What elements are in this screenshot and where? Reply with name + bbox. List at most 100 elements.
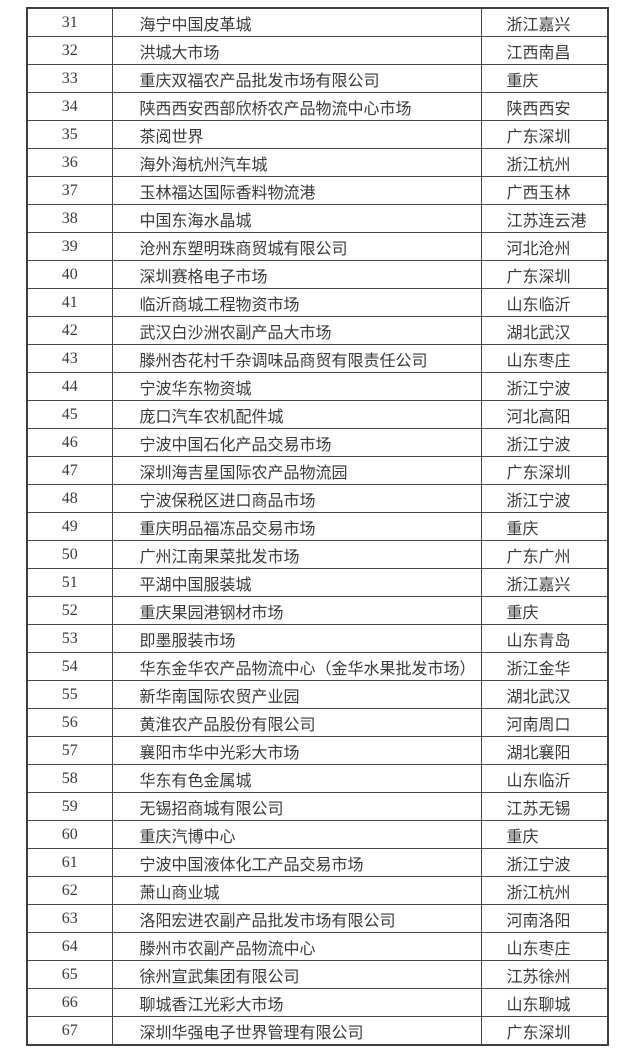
name-cell: 滕州杏花村千杂调味品商贸有限责任公司 [111,344,482,373]
table-row: 66 聊城香江光彩大市场 山东聊城 [26,988,609,1017]
location-cell: 山东聊城 [480,988,609,1017]
rank-cell: 38 [26,204,113,233]
rank-cell: 57 [26,736,113,765]
rank-cell: 59 [26,792,113,821]
rank-cell: 48 [26,484,113,513]
location-cell: 江苏徐州 [480,960,609,989]
location-cell: 湖北武汉 [480,316,609,345]
name-cell: 重庆果园港钢材市场 [111,596,482,625]
name-cell: 即墨服装市场 [111,624,482,653]
rank-cell: 56 [26,708,113,737]
table-row: 63 洛阳宏进农副产品批发市场有限公司 河南洛阳 [26,904,609,933]
table-row: 43 滕州杏花村千杂调味品商贸有限责任公司 山东枣庄 [26,344,609,373]
name-cell: 宁波中国液体化工产品交易市场 [111,848,482,877]
location-cell: 重庆 [480,596,609,625]
table-row: 41 临沂商城工程物资市场 山东临沂 [26,288,609,317]
name-cell: 黄淮农产品股份有限公司 [111,708,482,737]
location-cell: 山东枣庄 [480,932,609,961]
name-cell: 临沂商城工程物资市场 [111,288,482,317]
name-cell: 海宁中国皮革城 [111,7,482,37]
table-row: 59 无锡招商城有限公司 江苏无锡 [26,792,609,821]
location-cell: 浙江杭州 [480,148,609,177]
rank-cell: 55 [26,680,113,709]
rank-cell: 45 [26,400,113,429]
name-cell: 聊城香江光彩大市场 [111,988,482,1017]
table-row: 38 中国东海水晶城 江苏连云港 [26,204,609,233]
location-cell: 浙江宁波 [480,428,609,457]
table-row: 36 海外海杭州汽车城 浙江杭州 [26,148,609,177]
name-cell: 滕州市农副产品物流中心 [111,932,482,961]
name-cell: 襄阳市华中光彩大市场 [111,736,482,765]
table-row: 45 庞口汽车农机配件城 河北高阳 [26,400,609,429]
location-cell: 河北高阳 [480,400,609,429]
table-row: 64 滕州市农副产品物流中心 山东枣庄 [26,932,609,961]
rank-cell: 50 [26,540,113,569]
name-cell: 深圳华强电子世界管理有限公司 [111,1016,482,1046]
rank-cell: 64 [26,932,113,961]
rank-cell: 65 [26,960,113,989]
name-cell: 洛阳宏进农副产品批发市场有限公司 [111,904,482,933]
name-cell: 宁波中国石化产品交易市场 [111,428,482,457]
name-cell: 重庆双福农产品批发市场有限公司 [111,64,482,93]
table-row: 42 武汉白沙洲农副产品大市场 湖北武汉 [26,316,609,345]
rank-cell: 47 [26,456,113,485]
rank-cell: 54 [26,652,113,681]
table-row: 47 深圳海吉星国际农产品物流园 广东深圳 [26,456,609,485]
rank-cell: 58 [26,764,113,793]
rank-cell: 53 [26,624,113,653]
location-cell: 浙江杭州 [480,876,609,905]
name-cell: 中国东海水晶城 [111,204,482,233]
location-cell: 浙江嘉兴 [480,7,609,37]
name-cell: 华东有色金属城 [111,764,482,793]
location-cell: 浙江宁波 [480,484,609,513]
table-row: 50 广州江南果菜批发市场 广东广州 [26,540,609,569]
name-cell: 华东金华农产品物流中心（金华水果批发市场） [111,652,482,681]
name-cell: 无锡招商城有限公司 [111,792,482,821]
name-cell: 萧山商业城 [111,876,482,905]
table-row: 56 黄淮农产品股份有限公司 河南周口 [26,708,609,737]
location-cell: 山东枣庄 [480,344,609,373]
table-row: 35 茶阅世界 广东深圳 [26,120,609,149]
rank-cell: 63 [26,904,113,933]
market-ranking-table: 31 海宁中国皮革城 浙江嘉兴 32 洪城大市场 江西南昌 33 重庆双福农产品批发市场有限公… [26,7,609,1046]
rank-cell: 31 [26,7,113,37]
name-cell: 徐州宣武集团有限公司 [111,960,482,989]
location-cell: 广东广州 [480,540,609,569]
name-cell: 茶阅世界 [111,120,482,149]
table-row: 60 重庆汽博中心 重庆 [26,820,609,849]
rank-cell: 43 [26,344,113,373]
rank-cell: 39 [26,232,113,261]
table-row: 53 即墨服装市场 山东青岛 [26,624,609,653]
table-row: 33 重庆双福农产品批发市场有限公司 重庆 [26,64,609,93]
rank-cell: 60 [26,820,113,849]
name-cell: 宁波华东物资城 [111,372,482,401]
table-row: 31 海宁中国皮革城 浙江嘉兴 [26,7,609,37]
table-row: 37 玉林福达国际香料物流港 广西玉林 [26,176,609,205]
rank-cell: 40 [26,260,113,289]
table-row: 40 深圳赛格电子市场 广东深圳 [26,260,609,289]
rank-cell: 49 [26,512,113,541]
location-cell: 广东深圳 [480,456,609,485]
table-row: 67 深圳华强电子世界管理有限公司 广东深圳 [26,1016,609,1046]
name-cell: 海外海杭州汽车城 [111,148,482,177]
table-row: 34 陕西西安西部欣桥农产品物流中心市场 陕西西安 [26,92,609,121]
location-cell: 重庆 [480,512,609,541]
name-cell: 洪城大市场 [111,36,482,65]
table-row: 58 华东有色金属城 山东临沂 [26,764,609,793]
name-cell: 武汉白沙洲农副产品大市场 [111,316,482,345]
location-cell: 山东临沂 [480,764,609,793]
location-cell: 广西玉林 [480,176,609,205]
name-cell: 新华南国际农贸产业园 [111,680,482,709]
rank-cell: 67 [26,1016,113,1046]
name-cell: 重庆明品福冻品交易市场 [111,512,482,541]
location-cell: 浙江宁波 [480,848,609,877]
rank-cell: 34 [26,92,113,121]
name-cell: 深圳赛格电子市场 [111,260,482,289]
name-cell: 宁波保税区进口商品市场 [111,484,482,513]
ranking-table-body: 31 海宁中国皮革城 浙江嘉兴 32 洪城大市场 江西南昌 33 重庆双福农产品批发市场有限公… [26,7,609,1046]
name-cell: 玉林福达国际香料物流港 [111,176,482,205]
rank-cell: 51 [26,568,113,597]
name-cell: 平湖中国服装城 [111,568,482,597]
table-row: 55 新华南国际农贸产业园 湖北武汉 [26,680,609,709]
location-cell: 山东临沂 [480,288,609,317]
